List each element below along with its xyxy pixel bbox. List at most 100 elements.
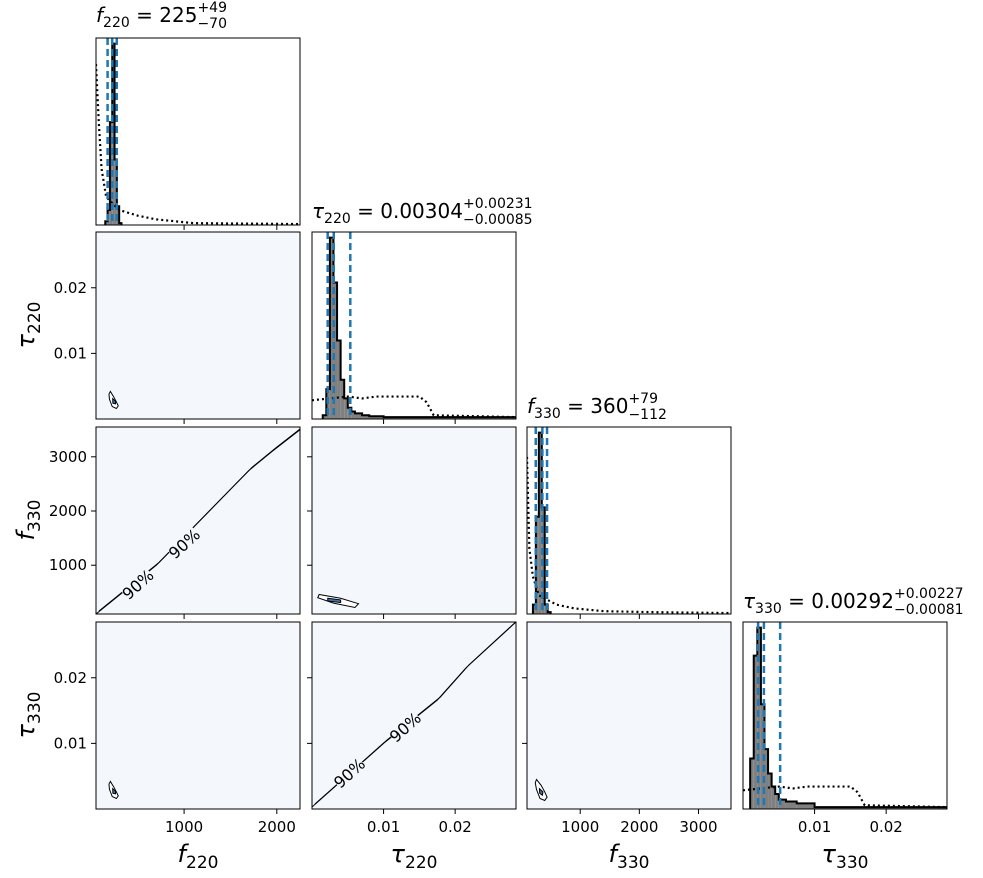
panel-frame [311,231,517,420]
contour-label-bg [118,565,158,604]
prior-histogram [527,456,731,614]
axis-symbol: τ [12,333,40,348]
y-axis-label-2: f330 [12,500,45,541]
x-axis-label-0: f220 [178,840,219,873]
axis-subscript: 220 [25,302,45,334]
axis-subscript: 330 [25,692,45,724]
axis-subscript: 330 [617,853,649,873]
axis-subscript: 220 [405,853,437,873]
x-axis-label-2: f330 [609,840,650,873]
histogram-bar [340,379,345,419]
contour-50 [112,787,117,795]
panel-content [96,38,300,225]
panel-frame [311,621,517,810]
histogram-bar [112,43,115,225]
title-subscript: 330 [534,406,561,422]
y-tick-label: 3000 [49,448,87,466]
axis-symbol: τ [391,840,406,868]
title-symbol: τ [743,589,756,613]
histogram-bar [329,237,334,419]
contour-label-bg [329,754,369,792]
panel-frame [311,426,517,615]
title-plus: +49 [197,0,227,16]
y-tick-label: 1000 [49,556,87,574]
histogram-bar [796,803,815,809]
title-plus: +79 [628,391,658,407]
panel-background [527,622,731,809]
histogram-bar [116,206,120,225]
x-axis-label-1: τ220 [391,840,438,873]
contour-label-bg [385,708,425,746]
axis-symbol: τ [12,723,40,738]
histogram-bar [753,655,758,809]
histogram-bar [326,389,330,419]
y-tick-label: 0.02 [54,669,87,687]
histogram-outline [321,236,516,419]
histogram-bar [764,749,769,809]
panel-0-0 [95,37,301,230]
panel-title-1: τ220 = 0.00304+0.00231 −0.00085 [312,196,533,228]
axis-subscript: 220 [186,853,218,873]
histogram-bar [344,398,348,419]
panel-frame [95,37,301,226]
histogram-bar [535,516,539,614]
title-plus: +0.00227 [894,586,964,602]
title-minus: −70 [197,16,227,32]
x-tick-label: 0.02 [869,818,902,836]
contour-line [314,622,516,805]
title-symbol: f [527,394,537,418]
title-median: = 0.00292 [782,589,894,613]
panel-content [96,622,300,809]
title-minus: −0.00081 [894,602,964,618]
x-tick-label: 0.01 [798,818,831,836]
title-median: = 360 [561,394,629,418]
title-symbol: τ [312,199,325,223]
panel-frame [95,231,301,420]
title-median: = 225 [130,3,198,27]
axis-subscript: 330 [836,853,868,873]
y-tick-label: 0.01 [54,734,87,752]
panel-title-3: τ330 = 0.00292+0.00227 −0.00081 [743,586,964,618]
panel-1-0: 0.01 0.02 [54,231,301,424]
panel-title-0: f220 = 225+49 −70 [96,0,227,32]
panel-background [96,622,300,809]
prior-histogram [312,395,516,419]
histogram-bar [771,786,776,809]
histogram-bar [768,773,772,809]
x-tick-label: 1000 [165,818,203,836]
panel-frame [742,621,948,810]
panel-content [312,427,516,614]
panel-frame [526,426,732,615]
panel-frame [95,426,301,615]
x-tick-label: 0.02 [438,818,471,836]
panel-3-0: 1000 2000 0.01 0.02 [54,621,301,836]
contour-50 [538,787,544,797]
panel-content [527,427,731,614]
contour-label-bg [164,524,204,563]
panel-content [96,232,300,419]
histogram-bar [369,416,384,419]
y-axis-label-1: τ220 [12,302,45,349]
title-median: = 0.00304 [351,199,463,223]
panel-background [96,232,300,419]
axis-symbol: τ [822,840,837,868]
histogram-bar [775,794,779,809]
histogram-bar [538,432,542,614]
panel-title-2: f330 = 360+79 −112 [527,391,667,423]
x-tick-label: 2000 [620,818,658,836]
histogram-bar [778,799,786,809]
title-subscript: 220 [103,15,130,31]
histogram-bar [337,340,341,419]
y-axis-label-3: τ330 [12,692,45,739]
panel-2-2 [526,426,732,619]
title-minus: −0.00085 [463,212,533,228]
histogram-bar [785,801,797,809]
title-plus: +0.00231 [463,196,533,212]
panel-content [312,232,516,419]
x-tick-label: 1000 [561,818,599,836]
histogram-bar [322,415,327,419]
panel-3-2: 1000 2000 3000 [522,621,732,836]
histogram-bar [362,415,370,419]
histogram-bar [351,411,355,419]
